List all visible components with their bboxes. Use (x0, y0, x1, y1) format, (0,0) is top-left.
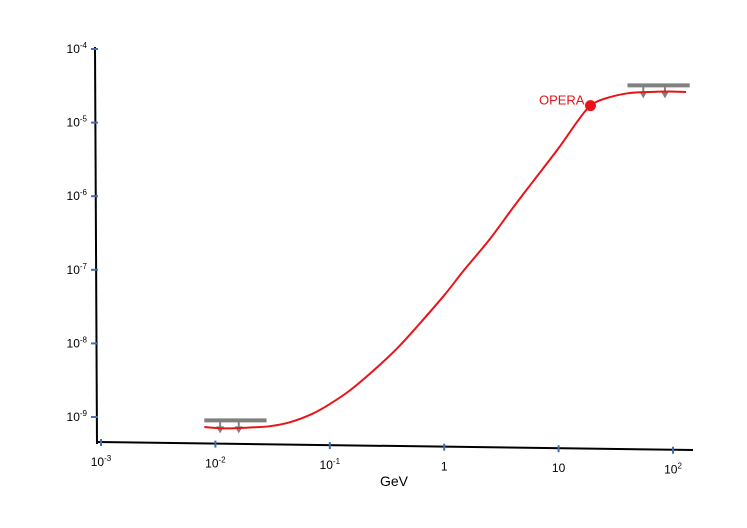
x-tick-label: 1 (441, 460, 448, 474)
y-tick-label: 10-6 (67, 188, 88, 203)
x-tick-label: 10-2 (205, 456, 226, 471)
y-tick-label: 10-7 (67, 262, 88, 277)
x-tick-label: 10-3 (91, 454, 112, 469)
x-tick-label: 10-1 (320, 457, 341, 472)
x-axis-line (96, 441, 694, 451)
y-tick-label: 10-4 (67, 41, 88, 56)
series (204, 90, 687, 430)
data-points: OPERA (539, 93, 596, 112)
opera-point (584, 100, 596, 112)
opera-label: OPERA (539, 93, 585, 108)
x-tick-label: 102 (664, 462, 682, 477)
y-axis-ticks: 10-4 10-5 10-6 10-7 10-8 10-9 (67, 41, 98, 424)
y-axis-line (94, 46, 98, 445)
x-tick-label: 10 (552, 461, 566, 475)
upper-limits (204, 83, 690, 434)
x-axis-ticks: 10-3 10-2 10-1 1 10 102 (91, 439, 682, 477)
down-arrow-icon (660, 91, 669, 99)
series-line (204, 90, 687, 430)
axes (94, 46, 694, 451)
x-axis-title: GeV (380, 473, 409, 489)
y-tick-label: 10-5 (67, 115, 88, 130)
y-tick-label: 10-8 (67, 335, 88, 350)
y-tick-label: 10-9 (67, 409, 88, 424)
